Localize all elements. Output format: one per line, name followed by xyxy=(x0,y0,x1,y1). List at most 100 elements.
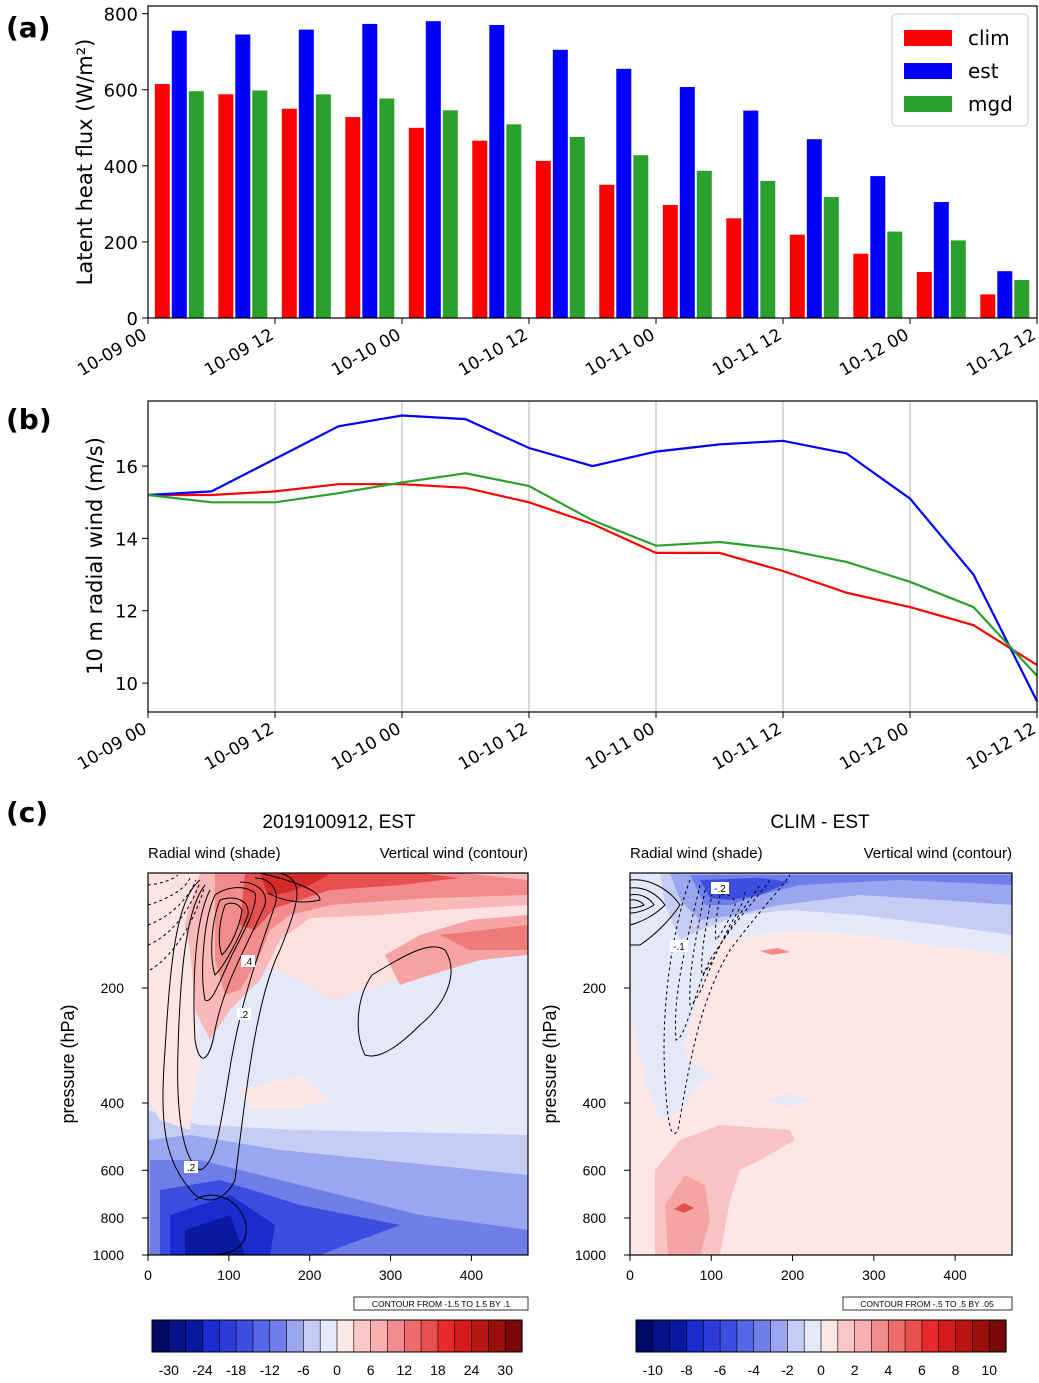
bar-est xyxy=(616,68,632,318)
colorbar-tick-label: -24 xyxy=(192,1362,212,1378)
panel-c-right-contour-info-box xyxy=(842,1296,1013,1311)
bar-clim xyxy=(535,160,551,318)
bar-est xyxy=(298,29,314,318)
bar-clim xyxy=(853,253,869,318)
contour-negative-4 xyxy=(149,884,206,971)
shade-midlevel-blue-tongue xyxy=(640,1000,715,1120)
x-tick-label: 400 xyxy=(460,1267,484,1283)
y-tick-label: 1000 xyxy=(575,1247,606,1263)
colorbar-tick-label: 30 xyxy=(497,1362,513,1378)
x-tick-label: 10-10 00 xyxy=(328,325,404,381)
colorbar-cell xyxy=(719,1319,738,1353)
x-tick-label: 10-12 00 xyxy=(836,719,912,775)
colorbar-cell xyxy=(303,1319,321,1353)
contour-label: -.2 xyxy=(714,884,726,895)
bar-clim xyxy=(726,218,742,318)
colorbar-frame xyxy=(151,1319,523,1353)
bar-clim xyxy=(662,205,678,318)
panel-c-right-right-string: Vertical wind (contour) xyxy=(864,845,1012,862)
contour-label: .4 xyxy=(244,957,253,968)
y-tick-label: 800 xyxy=(583,1210,607,1226)
colorbar-cell xyxy=(736,1319,755,1353)
x-tick-label: 10-10 12 xyxy=(455,719,531,775)
colorbar-cell xyxy=(471,1319,489,1353)
colorbar-frame xyxy=(635,1319,1007,1353)
shade-small-blue-patch xyxy=(765,1094,815,1106)
panel-label-c: (c) xyxy=(6,796,48,829)
shade-lower-core-red xyxy=(674,1203,694,1213)
y-tick-label: 200 xyxy=(104,233,138,254)
panel-b-plot-frame xyxy=(147,400,1038,713)
colorbar-cell xyxy=(420,1319,439,1353)
y-tick-label: 14 xyxy=(115,529,138,550)
x-tick-label: 400 xyxy=(943,1267,967,1283)
panel-c-left-frame xyxy=(147,872,529,1256)
contour-label-box xyxy=(184,1161,198,1173)
x-tick-label: 10-09 12 xyxy=(201,719,277,775)
bar-clim xyxy=(154,84,170,318)
legend-swatch-est xyxy=(904,63,952,79)
y-tick-label: 600 xyxy=(101,1162,125,1178)
x-tick-label: 0 xyxy=(626,1267,634,1283)
colorbar-cell xyxy=(669,1319,688,1353)
bar-mgd xyxy=(887,231,903,318)
bar-mgd xyxy=(696,170,712,318)
x-tick-label: 10-09 00 xyxy=(74,719,150,775)
colorbar-cell xyxy=(686,1319,704,1353)
bar-clim xyxy=(345,117,361,318)
colorbar-cell xyxy=(185,1319,204,1353)
panel-b-y-axis: 10 12 14 16 xyxy=(115,457,148,695)
bar-mgd xyxy=(379,98,395,318)
colorbar-cell xyxy=(319,1319,338,1353)
colorbar-tick-label: 2 xyxy=(851,1362,859,1378)
colorbar-cell xyxy=(652,1319,671,1353)
legend-label-clim: clim xyxy=(968,26,1010,50)
bar-est xyxy=(171,30,187,318)
x-tick-label: 10-12 00 xyxy=(836,325,912,381)
bar-mgd xyxy=(823,197,839,318)
bar-est xyxy=(933,202,949,318)
panel-c-right-contours xyxy=(629,879,681,946)
contour-negative-1 xyxy=(663,874,791,1134)
colorbar-tick-label: 12 xyxy=(397,1362,413,1378)
colorbar-tick-label: 0 xyxy=(333,1362,341,1378)
y-tick-label: 12 xyxy=(115,602,138,623)
contour-label: .2 xyxy=(187,1163,196,1174)
colorbar-cell xyxy=(635,1319,654,1353)
y-tick-label: 800 xyxy=(104,5,138,26)
panel-c-right-contour-labels: -.2 -.1 xyxy=(670,882,729,953)
panel-b-lines xyxy=(147,414,1038,702)
colorbar-cell xyxy=(803,1319,822,1353)
colorbar-cell xyxy=(955,1319,973,1353)
colorbar-cell xyxy=(454,1319,473,1353)
colorbar-cell xyxy=(753,1319,772,1353)
bar-mgd xyxy=(188,91,204,318)
contour-negative-3 xyxy=(147,881,201,946)
legend-label-mgd: mgd xyxy=(968,92,1013,116)
bar-mgd xyxy=(252,90,268,318)
y-tick-label: 1000 xyxy=(93,1247,124,1263)
x-tick-label: 0 xyxy=(144,1267,152,1283)
colorbar-tick-label: 4 xyxy=(884,1362,892,1378)
colorbar-cell xyxy=(938,1319,957,1353)
panel-c-right-y-label: pressure (hPa) xyxy=(540,1004,560,1123)
y-tick-label: 400 xyxy=(583,1095,607,1111)
colorbar-cell xyxy=(353,1319,372,1353)
bar-mgd xyxy=(569,136,585,318)
colorbar-cell xyxy=(504,1319,523,1353)
panel-c-left-title: 2019100912, EST xyxy=(262,812,416,833)
colorbar-tick-label: 24 xyxy=(464,1362,480,1378)
contour-positive-3 xyxy=(629,894,655,914)
x-tick-label: 10-11 00 xyxy=(582,325,658,381)
panel-c-right-axes: 200 400 600 800 1000 0 100 200 300 400 xyxy=(575,980,967,1283)
colorbar-cell xyxy=(370,1319,389,1353)
colorbar-tick-label: -2 xyxy=(781,1362,794,1378)
line-clim xyxy=(148,483,1038,666)
bar-mgd xyxy=(760,181,776,318)
colorbar-cell xyxy=(437,1319,456,1353)
y-tick-label: 600 xyxy=(104,81,138,102)
panel-b-grid xyxy=(147,401,1038,712)
panel-c-left-left-string: Radial wind (shade) xyxy=(148,845,281,862)
bar-clim xyxy=(599,184,615,318)
